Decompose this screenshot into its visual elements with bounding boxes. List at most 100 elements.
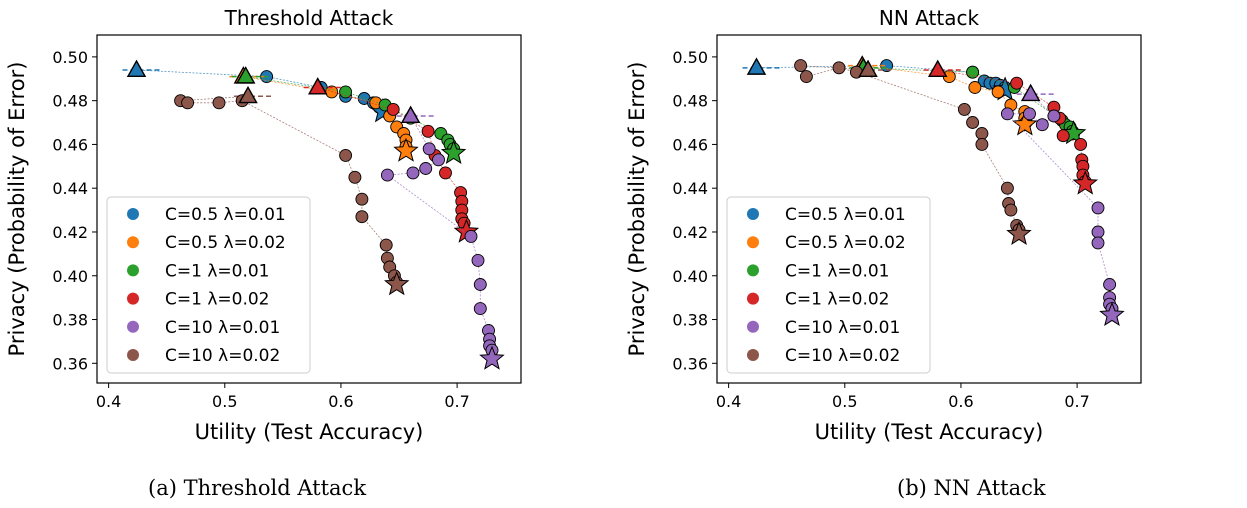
y-tick-label: 0.40 <box>672 267 708 286</box>
data-point <box>1103 278 1117 291</box>
series-c-10-lambda-0-02 <box>794 59 1032 246</box>
legend-item: C=10 λ=0.02 <box>127 346 280 366</box>
x-tick-label: 0.4 <box>96 392 121 411</box>
y-tick-label: 0.46 <box>672 135 708 154</box>
series-c-10-lambda-0-01 <box>1000 83 1125 327</box>
caption-nn-attack: (b) NN Attack <box>897 476 1046 500</box>
start-triangle-marker <box>235 66 256 84</box>
data-point <box>421 124 435 138</box>
legend-marker <box>747 236 759 249</box>
data-point <box>355 192 369 206</box>
series-c-10-lambda-0-01 <box>380 105 505 370</box>
chart-nn-attack: NN Attack 0.4 0.5 0.6 0.7 0.36 0.38 0.40 0.42 0.4… <box>625 6 1142 444</box>
start-triangle-marker <box>400 105 421 123</box>
end-star-marker <box>1006 220 1032 246</box>
legend-label: C=0.5 λ=0.02 <box>165 233 286 253</box>
legend-item: C=1 λ=0.01 <box>747 261 890 281</box>
data-point <box>1023 107 1036 121</box>
legend-marker <box>127 236 139 249</box>
legend-label: C=1 λ=0.02 <box>165 290 270 310</box>
data-point <box>471 253 485 267</box>
legend-item: C=10 λ=0.01 <box>127 318 280 338</box>
data-point <box>379 238 393 252</box>
legend-marker <box>127 264 139 277</box>
caption-threshold-attack: (a) Threshold Attack <box>148 476 367 500</box>
legend-label: C=1 λ=0.01 <box>165 261 270 281</box>
legend-item: C=0.5 λ=0.02 <box>127 233 286 253</box>
figure-nn-attack: NN Attack 0.4 0.5 0.6 0.7 0.36 0.38 0.40 0.42 0.4… <box>620 0 1220 470</box>
y-tick-label: 0.50 <box>672 48 708 67</box>
data-point <box>1091 201 1105 215</box>
data-point <box>968 81 982 94</box>
legend-label: C=0.5 λ=0.01 <box>785 205 906 225</box>
legend-item: C=10 λ=0.01 <box>747 318 900 338</box>
legend-item: C=1 λ=0.02 <box>127 290 270 310</box>
x-tick-label: 0.6 <box>328 392 353 411</box>
data-point <box>1010 76 1024 90</box>
y-tick-label: 0.38 <box>52 311 88 330</box>
data-point <box>1047 109 1061 123</box>
y-tick-label: 0.36 <box>52 354 88 373</box>
x-axis-label: Utility (Test Accuracy) <box>815 420 1044 444</box>
legend-item: C=1 λ=0.01 <box>127 261 270 281</box>
series-line <box>180 95 398 285</box>
data-point <box>832 61 846 75</box>
data-point <box>339 85 353 99</box>
legend-label: C=10 λ=0.01 <box>785 318 900 338</box>
y-tick-label: 0.40 <box>52 267 88 286</box>
legend-label: C=10 λ=0.02 <box>785 346 900 366</box>
start-triangle-marker <box>858 59 878 78</box>
data-point <box>1091 225 1105 239</box>
legend-box <box>726 196 931 374</box>
data-point <box>975 127 989 140</box>
y-tick-label: 0.48 <box>52 92 88 111</box>
chart-threshold-attack: Threshold Attack 0.4 0.5 0.6 0.7 0.36 0.38 0.40… <box>5 6 522 444</box>
data-point <box>1004 203 1018 217</box>
x-tick-label: 0.5 <box>212 392 237 411</box>
y-axis-label: Privacy (Probability of Error) <box>625 62 649 357</box>
start-triangle-marker <box>307 77 328 95</box>
series-c-10-lambda-0-02 <box>174 85 410 296</box>
legend-marker <box>747 292 759 305</box>
data-point <box>975 137 989 151</box>
data-point <box>432 153 445 167</box>
y-tick-label: 0.44 <box>52 179 88 198</box>
y-tick-label: 0.38 <box>672 311 708 330</box>
end-star-marker <box>479 345 505 370</box>
data-point <box>380 168 394 182</box>
legend-label: C=0.5 λ=0.01 <box>165 205 286 225</box>
series-line <box>136 69 384 112</box>
y-tick-label: 0.46 <box>52 135 88 154</box>
start-triangle-marker <box>1020 83 1041 102</box>
x-tick-label: 0.7 <box>1064 392 1089 411</box>
legend-item: C=0.5 λ=0.02 <box>747 233 906 253</box>
x-tick-label: 0.4 <box>716 392 741 411</box>
data-point <box>473 302 487 316</box>
legend-marker <box>127 208 139 220</box>
legend-box <box>106 196 311 374</box>
legend-item: C=1 λ=0.02 <box>747 290 890 310</box>
legend-marker <box>747 264 759 277</box>
data-point <box>1000 181 1014 195</box>
data-point <box>422 142 436 156</box>
data-point <box>957 102 971 116</box>
figure-threshold-attack: Threshold Attack 0.4 0.5 0.6 0.7 0.36 0.38 0.40… <box>0 0 600 470</box>
data-point <box>348 170 362 184</box>
data-point <box>439 166 452 180</box>
data-point <box>991 85 1005 99</box>
y-axis-label: Privacy (Probability of Error) <box>5 62 29 357</box>
legend-label: C=10 λ=0.02 <box>165 346 280 366</box>
end-star-marker <box>1099 301 1125 327</box>
legend-label: C=1 λ=0.01 <box>785 261 890 281</box>
series-line <box>799 65 1020 235</box>
chart-title: NN Attack <box>879 6 980 30</box>
data-point <box>386 102 400 116</box>
start-triangle-marker <box>238 85 258 104</box>
y-tick-label: 0.42 <box>52 223 88 242</box>
start-triangle-marker <box>746 57 767 75</box>
legend: C=0.5 λ=0.01 C=0.5 λ=0.02 C=1 λ=0.01 C=1 λ=… <box>726 196 931 374</box>
y-tick-label: 0.50 <box>52 48 88 67</box>
end-star-marker <box>393 137 419 162</box>
data-point <box>1091 236 1105 250</box>
chart-title: Threshold Attack <box>224 6 394 30</box>
